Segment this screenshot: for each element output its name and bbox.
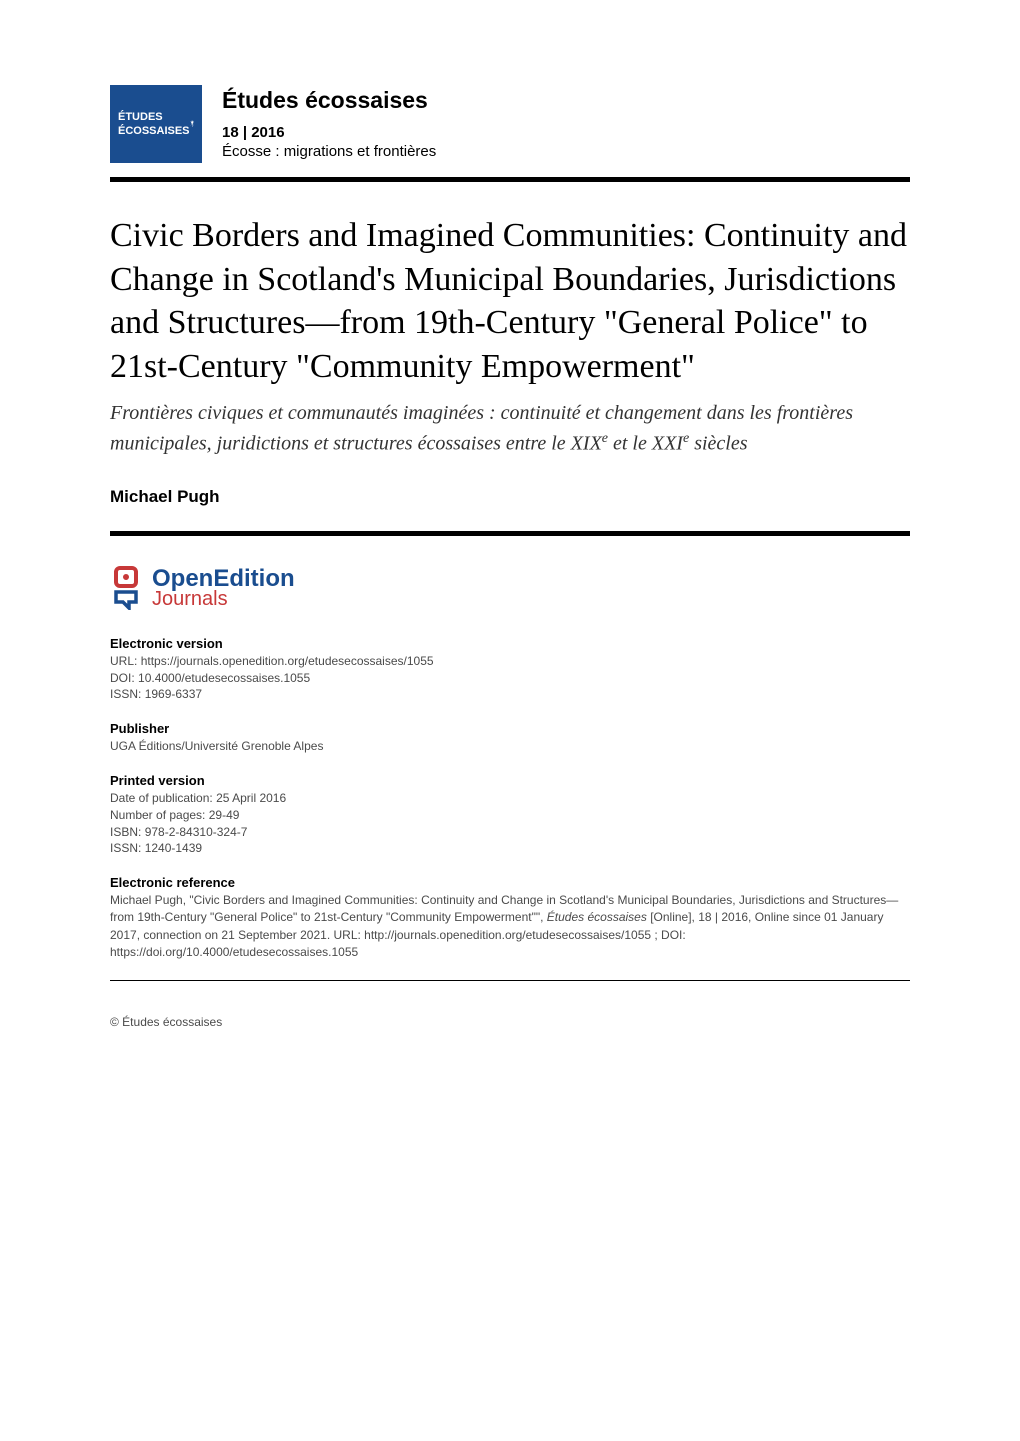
- subtitle-c2: XXI: [652, 433, 683, 455]
- issue-number: 18 | 2016: [222, 124, 910, 141]
- article-subtitle: Frontières civiques et communautés imagi…: [110, 398, 910, 459]
- printed-version-heading: Printed version: [110, 773, 910, 788]
- print-issn-line: ISSN: 1240-1439: [110, 840, 910, 857]
- electronic-reference-section: Electronic reference Michael Pugh, "Civi…: [110, 875, 910, 962]
- isbn-line: ISBN: 978-2-84310-324-7: [110, 824, 910, 841]
- publisher-section: Publisher UGA Éditions/Université Grenob…: [110, 721, 910, 755]
- printed-version-section: Printed version Date of publication: 25 …: [110, 773, 910, 857]
- logo-text: ÉTUDES ÉCOSSAISES: [118, 110, 190, 139]
- divider-top: [110, 177, 910, 182]
- electronic-version-heading: Electronic version: [110, 636, 910, 651]
- issn-line: ISSN: 1969-6337: [110, 686, 910, 703]
- pages-line: Number of pages: 29-49: [110, 807, 910, 824]
- article-title: Civic Borders and Imagined Communities: …: [110, 214, 910, 388]
- copyright: © Études écossaises: [110, 1015, 910, 1029]
- divider-mid: [110, 531, 910, 536]
- subtitle-mid: et le: [608, 433, 652, 455]
- pub-date-line: Date of publication: 25 April 2016: [110, 790, 910, 807]
- journal-info: Études écossaises 18 | 2016 Écosse : mig…: [222, 85, 910, 160]
- doi-line: DOI: 10.4000/etudesecossaises.1055: [110, 670, 910, 687]
- journal-title: Études écossaises: [222, 87, 910, 114]
- divider-bottom: [110, 980, 910, 981]
- journal-logo: ÉTUDES ÉCOSSAISES: [110, 85, 202, 163]
- logo-line2: ÉCOSSAISES: [118, 124, 190, 138]
- logo-line1: ÉTUDES: [118, 110, 190, 124]
- publisher-name: UGA Éditions/Université Grenoble Alpes: [110, 738, 910, 755]
- author-name: Michael Pugh: [110, 487, 910, 507]
- openedition-logo: OpenEdition Journals: [110, 566, 910, 610]
- publisher-heading: Publisher: [110, 721, 910, 736]
- issue-subtitle: Écosse : migrations et frontières: [222, 143, 910, 160]
- subtitle-c1: XIX: [571, 433, 602, 455]
- electronic-version-section: Electronic version URL: https://journals…: [110, 636, 910, 703]
- thistle-icon: [190, 104, 194, 144]
- url-line: URL: https://journals.openedition.org/et…: [110, 653, 910, 670]
- electronic-reference-heading: Electronic reference: [110, 875, 910, 890]
- header: ÉTUDES ÉCOSSAISES Études écossaises 18 |…: [110, 85, 910, 163]
- openedition-journals: Journals: [152, 589, 295, 609]
- subtitle-suffix: siècles: [689, 433, 747, 455]
- reference-text: Michael Pugh, "Civic Borders and Imagine…: [110, 892, 910, 962]
- openedition-text: OpenEdition Journals: [152, 567, 295, 609]
- openedition-icon: [110, 566, 144, 610]
